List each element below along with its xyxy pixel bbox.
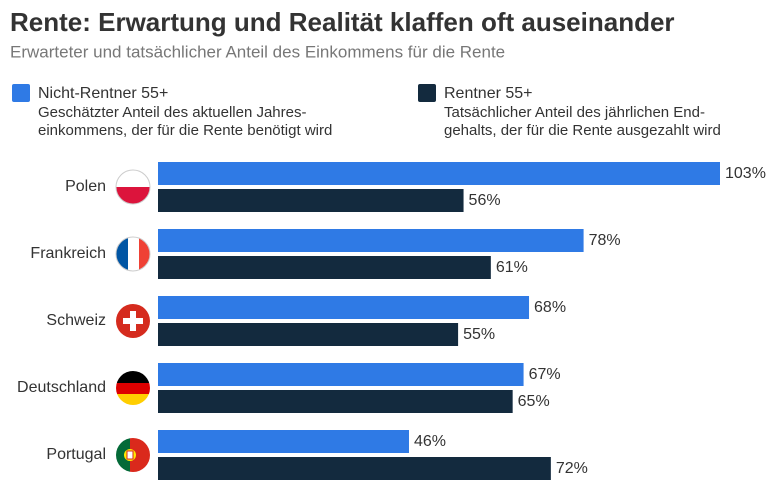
value-label: 68% xyxy=(534,299,566,316)
value-label: 55% xyxy=(463,326,495,343)
bar xyxy=(158,363,524,386)
legend-swatch xyxy=(418,84,436,102)
bar xyxy=(158,256,491,279)
category-label: Polen xyxy=(65,178,106,195)
flags xyxy=(115,169,151,472)
bar xyxy=(158,390,513,413)
category-label: Deutschland xyxy=(17,379,106,396)
chart-subtitle: Erwarteter und tatsächlicher Anteil des … xyxy=(10,42,505,61)
value-label: 78% xyxy=(589,232,621,249)
legend-description: Tatsächlicher Anteil des jährlichen End- xyxy=(444,104,705,121)
value-label: 56% xyxy=(469,192,501,209)
chart-title: Rente: Erwartung und Realität klaffen of… xyxy=(10,7,675,37)
value-label: 46% xyxy=(414,433,446,450)
bar xyxy=(158,296,530,319)
value-label: 72% xyxy=(556,460,588,477)
bar xyxy=(158,189,464,212)
bar xyxy=(158,229,584,252)
legend-description: einkommens, der für die Rente benötigt w… xyxy=(38,122,332,139)
legend-description: gehalts, der für die Rente ausgezahlt wi… xyxy=(444,122,721,139)
bar xyxy=(158,457,551,480)
bar xyxy=(158,323,459,346)
legend-description: Geschätzter Anteil des aktuellen Jahres- xyxy=(38,104,306,121)
bar xyxy=(158,162,720,185)
legend-label: Rentner 55+ xyxy=(444,85,533,102)
value-label: 67% xyxy=(529,366,561,383)
value-label: 65% xyxy=(518,393,550,410)
category-label: Portugal xyxy=(46,446,106,463)
bar xyxy=(158,430,409,453)
legend-swatch xyxy=(12,84,30,102)
category-label: Schweiz xyxy=(46,312,106,329)
value-label: 61% xyxy=(496,259,528,276)
category-label: Frankreich xyxy=(30,245,106,262)
legend-label: Nicht-Rentner 55+ xyxy=(38,85,168,102)
value-label: 103% xyxy=(725,165,766,182)
